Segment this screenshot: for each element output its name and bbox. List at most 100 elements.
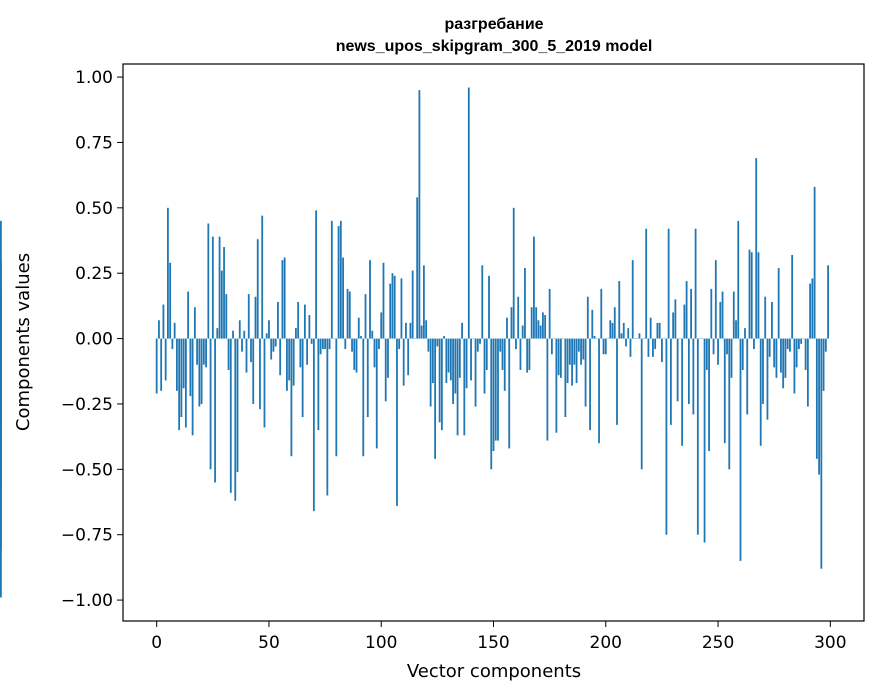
bar [791,254,794,339]
bar [762,338,764,404]
bar [735,320,737,339]
bar [474,338,477,407]
bar [400,278,403,339]
bar [346,288,349,339]
bar [533,236,535,339]
bar [160,338,163,391]
bar [389,283,392,339]
bar [191,338,194,436]
bar [443,335,445,339]
bar [353,338,356,370]
bar [175,338,178,391]
bar [317,338,320,431]
bar [252,338,255,404]
chart-title-line1: разгребание [444,16,543,33]
bar [773,338,776,368]
bar [568,338,571,365]
bar [375,338,378,449]
y-tick-label: 1.00 [75,68,113,88]
bar [440,338,443,431]
bar [649,317,652,339]
bar [263,338,266,428]
bar [301,338,304,418]
bar [321,338,324,350]
bar [431,338,434,384]
bar [393,275,396,339]
bar [272,338,275,352]
bar [687,338,690,404]
bar [371,330,374,339]
bar [824,338,827,352]
bar [402,338,405,386]
bar [757,252,760,339]
bar [270,338,273,360]
bar [739,338,742,561]
bar [676,338,679,402]
bar [456,338,459,436]
bar [737,220,740,339]
bar [364,294,367,339]
bar [566,338,569,384]
bar [348,291,351,339]
bar [481,265,484,339]
bar [310,338,313,344]
bar [164,338,167,381]
bar [600,288,603,339]
bar [582,338,585,360]
y-tick-label: 0.00 [75,330,113,350]
bar [683,304,686,339]
bar [539,325,542,339]
bar [425,320,428,339]
bar [360,335,362,339]
bar [429,338,432,407]
bar [789,338,791,352]
bar [804,338,807,370]
bar [811,278,814,339]
bar [526,338,529,373]
bar [661,338,663,363]
bar [815,338,818,459]
bar [326,338,329,496]
chart-title-line2: news_upos_skipgram_300_5_2019 model [336,38,653,55]
bar [295,328,297,339]
bar [418,90,421,339]
bar [584,338,587,407]
bar [577,338,580,352]
bar [227,338,230,370]
bar [645,228,648,339]
bar [369,260,371,339]
bar [622,322,625,339]
bar [613,307,616,339]
bar [283,257,286,339]
bar [218,236,221,339]
bar [299,338,302,368]
bar [813,186,816,339]
bar [297,301,300,339]
bar [445,338,448,384]
bar [524,267,526,339]
bar [508,338,511,449]
bar [611,322,614,339]
bar [279,338,282,376]
bar [335,338,338,457]
bar [461,322,463,339]
bar [809,283,812,339]
bar [476,338,479,352]
bar [438,338,441,423]
bar [384,338,387,402]
bar [681,338,684,446]
bar [169,262,172,339]
bar [672,312,675,339]
bar [434,338,437,459]
bar [315,210,318,339]
bar [256,239,259,339]
bar [366,338,369,418]
bar [243,330,246,339]
bar [436,338,439,347]
bar [216,328,219,339]
x-tick-label: 300 [814,633,846,653]
bar [546,338,549,441]
bar [225,294,228,339]
bar [586,296,589,339]
bar [535,307,538,339]
